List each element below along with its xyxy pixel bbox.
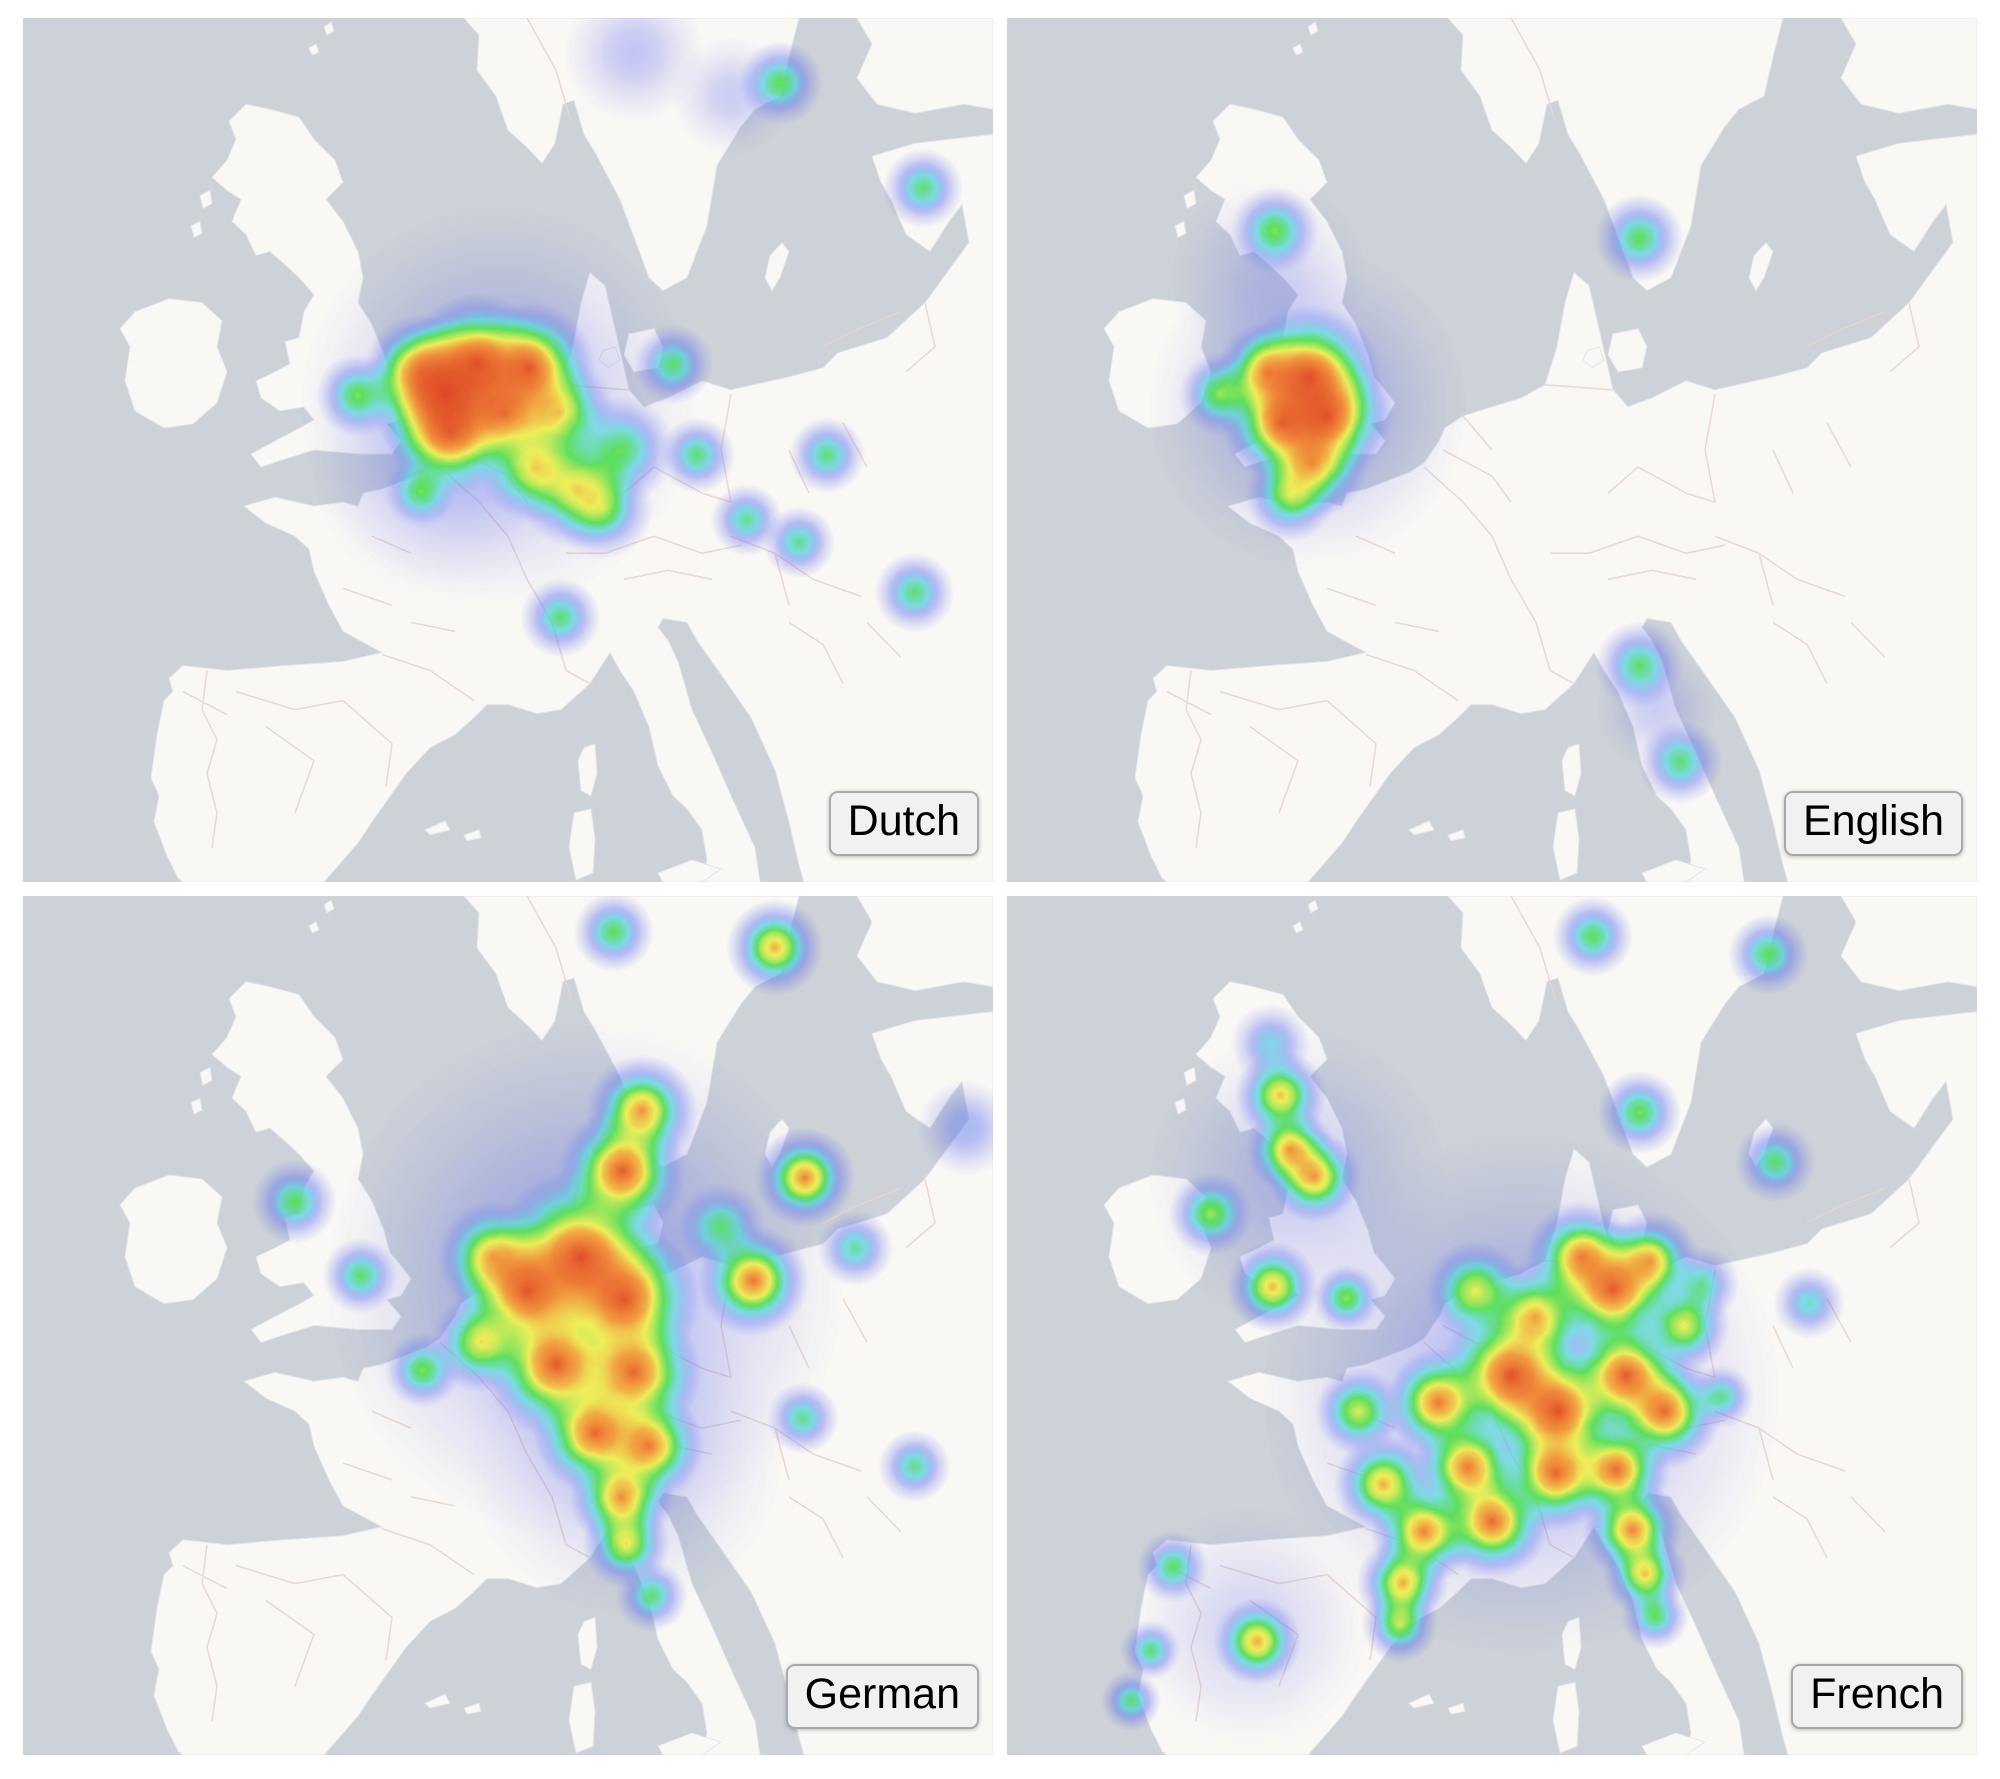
heatmap-layer-dutch	[23, 18, 993, 882]
language-label-german: German	[785, 1663, 979, 1729]
language-label-english: English	[1783, 790, 1963, 856]
map-panel-dutch: Dutch	[23, 18, 993, 882]
heatmap-layer-german	[23, 896, 993, 1755]
heatmap-layer-english	[1007, 18, 1977, 882]
map-panel-french: French	[1007, 896, 1977, 1755]
map-panel-english: English	[1007, 18, 1977, 882]
language-label-dutch: Dutch	[828, 790, 979, 856]
heatmap-layer-french	[1007, 896, 1977, 1755]
language-label-french: French	[1791, 1663, 1963, 1729]
map-panel-german: German	[23, 896, 993, 1755]
